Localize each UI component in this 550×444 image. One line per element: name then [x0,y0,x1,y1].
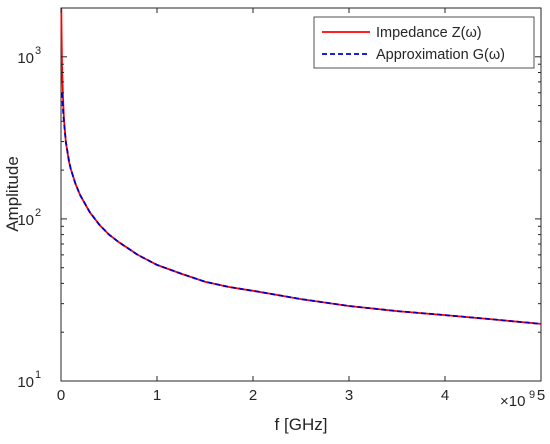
x-axis-label: f [GHz] [275,415,328,434]
x-exponent-base: ×10 [500,393,525,410]
x-axis-exponent: ×10 9 [500,389,535,410]
y-tick-label-exponent: 1 [35,369,41,381]
series-layer [60,7,542,325]
x-tick-label: 3 [345,387,353,404]
legend-box [313,16,535,69]
legend-label-impedance: Impedance Z(ω) [376,25,482,41]
plot-area [60,7,542,382]
legend-label-approximation: Approximation G(ω) [376,47,505,63]
x-tick-label: 5 [537,387,545,404]
y-tick-label-exponent: 3 [35,45,41,57]
x-tick-label: 1 [153,387,161,404]
series-line-impedance [60,7,542,325]
series-line-approximation [61,92,542,325]
y-tick-label-base: 10 [17,212,34,229]
y-axis-label: Amplitude [3,156,22,232]
x-tick-label: 4 [441,387,449,404]
x-tick-label: 2 [249,387,257,404]
x-tick-label: 0 [57,387,65,404]
y-tick-label-exponent: 2 [35,207,41,219]
legend: Impedance Z(ω) Approximation G(ω) [313,16,535,69]
x-exponent-power: 9 [529,389,535,401]
y-tick-label-base: 10 [17,374,34,391]
y-tick-label-base: 10 [17,50,34,67]
